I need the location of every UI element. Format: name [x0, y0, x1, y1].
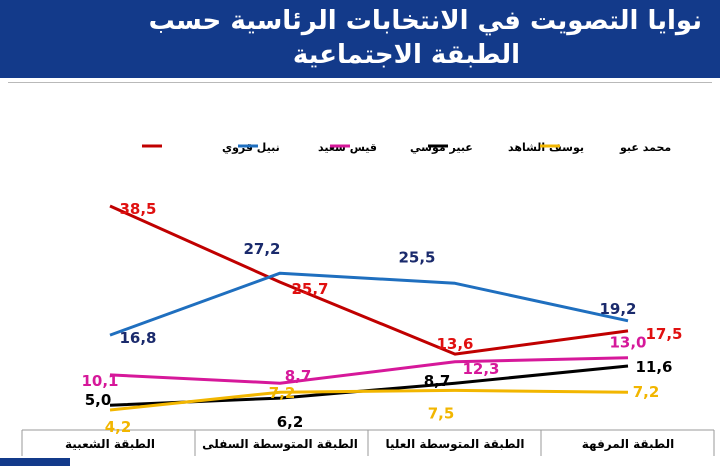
data-label-2-0: 10,1 — [81, 372, 118, 390]
chart-frame-top — [8, 82, 712, 83]
data-label-1-0: 16,8 — [119, 329, 156, 347]
slide-title-line-1: نوايا التصويت في الانتخابات الرئاسية حسب — [148, 6, 702, 36]
data-label-0-0: 38,5 — [119, 200, 156, 218]
data-label-3-2: 8,7 — [424, 372, 451, 390]
data-label-3-3: 11,6 — [635, 358, 672, 376]
series-line-1 — [109, 271, 629, 337]
slide-title-line-2: الطبقة الاجتماعية — [292, 40, 520, 70]
data-label-0-2: 13,6 — [436, 335, 473, 353]
series-line-4 — [109, 388, 629, 412]
x-tick-label-3: الطبقة المرفهة — [582, 437, 674, 451]
data-label-4-3: 7,2 — [633, 383, 660, 401]
data-label-2-2: 12,3 — [462, 360, 499, 378]
x-tick-label-0: الطبقة الشعبية — [65, 437, 155, 451]
data-label-0-3: 17,5 — [645, 325, 682, 343]
legend-label-4: محمد عبو — [619, 141, 671, 154]
data-label-3-1: 6,2 — [277, 413, 304, 431]
x-tick-label-1: الطبقة المتوسطة السفلى — [202, 437, 358, 452]
data-label-3-0: 5,0 — [85, 391, 112, 409]
x-tick-label-2: الطبقة المتوسطة العليا — [385, 437, 524, 452]
series-line-0 — [109, 204, 629, 356]
data-label-2-3: 13,0 — [609, 334, 646, 352]
bottom-accent-strip — [0, 458, 70, 466]
data-label-0-1: 25,7 — [291, 280, 328, 298]
title-bar: نوايا التصويت في الانتخابات الرئاسية حسب… — [0, 0, 720, 78]
data-label-1-3: 19,2 — [599, 300, 636, 318]
data-label-1-1: 27,2 — [243, 240, 280, 258]
data-label-1-2: 25,5 — [398, 248, 435, 266]
series-line-2 — [109, 356, 629, 385]
data-label-4-2: 7,5 — [428, 404, 455, 422]
data-label-4-1: 7,2 — [269, 384, 296, 402]
data-label-2-1: 8,7 — [285, 367, 312, 385]
data-label-4-0: 4,2 — [105, 418, 132, 436]
